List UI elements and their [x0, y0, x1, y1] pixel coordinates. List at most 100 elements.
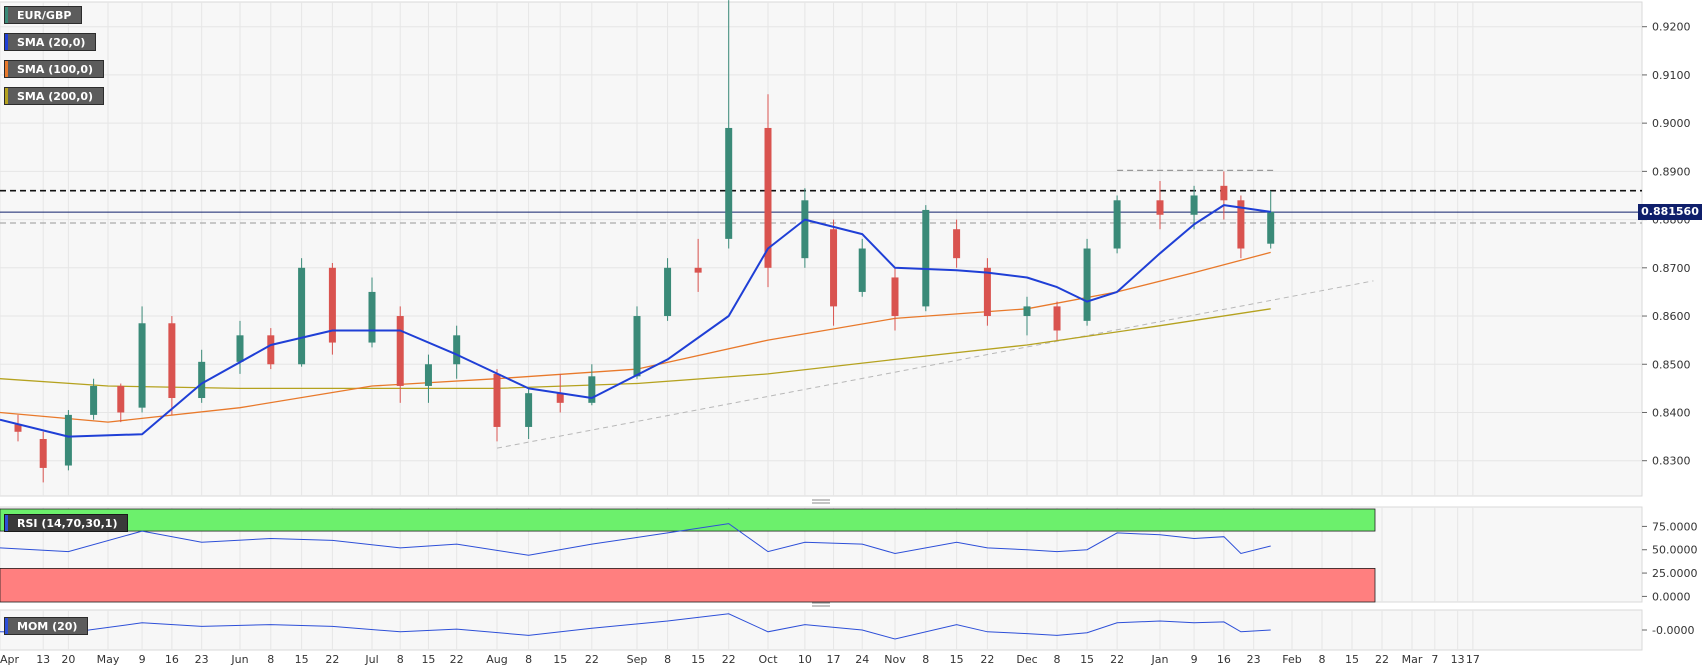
sma-100-line: [0, 251, 1271, 423]
rsi-tick-label: 25.0000: [1652, 567, 1698, 580]
x-tick-label: 15: [421, 653, 435, 666]
legend-rsi-text: RSI (14,70,30,1): [17, 517, 118, 530]
legend-sma200-text: SMA (200,0): [17, 90, 94, 103]
candle-body: [725, 127, 733, 239]
x-tick-label: 16: [1217, 653, 1231, 666]
x-tick-label: 22: [325, 653, 339, 666]
candle-body: [39, 439, 47, 468]
x-tick-label: 9: [1191, 653, 1198, 666]
x-tick-label: 15: [553, 653, 567, 666]
legend-symbol[interactable]: EUR/GBP: [4, 6, 83, 24]
candle-body: [138, 323, 146, 408]
candle-body: [298, 267, 306, 365]
x-tick-label: 23: [195, 653, 209, 666]
candle-body: [556, 393, 564, 403]
price-tick-label: 0.9100: [1652, 69, 1691, 82]
candle-body: [1190, 195, 1198, 215]
x-tick-label: 22: [1110, 653, 1124, 666]
x-tick-label: 22: [980, 653, 994, 666]
rsi-tick-label: 50.0000: [1652, 544, 1698, 557]
legend-sma200[interactable]: SMA (200,0): [4, 87, 105, 105]
ascending-trendline: [496, 280, 1374, 449]
x-tick-label: Oct: [758, 653, 778, 666]
x-tick-label: Jul: [364, 653, 378, 666]
legend-sma20[interactable]: SMA (20,0): [4, 33, 97, 51]
price-tick-label: 0.8600: [1652, 310, 1691, 323]
mom-panel-bg: [0, 609, 1643, 651]
price-tick-label: 0.8400: [1652, 406, 1691, 419]
x-tick-label: Sep: [627, 653, 648, 666]
legend-rsi[interactable]: RSI (14,70,30,1): [4, 514, 129, 532]
x-tick-label: 8: [1054, 653, 1061, 666]
candle-body: [983, 267, 991, 317]
date-axis: Apr 13 20 May 9 16 23 Jun 8 15 22 Jul 8 15 22 Aug 8 15 22 S…: [0, 653, 1480, 666]
x-tick-label: 8: [1319, 653, 1326, 666]
candle-body: [858, 248, 866, 292]
candle-body: [64, 414, 72, 466]
legend-sma100[interactable]: SMA (100,0): [4, 60, 105, 78]
panel-resize-handle-1[interactable]: [812, 499, 830, 504]
candle-body: [891, 277, 899, 317]
rsi-tick-label: 75.0000: [1652, 520, 1698, 533]
x-tick-label: 24: [855, 653, 869, 666]
price-tick-label: 0.8900: [1652, 165, 1691, 178]
x-tick-label: 20: [61, 653, 75, 666]
candle-body: [764, 127, 772, 268]
rsi-line: [0, 523, 1271, 556]
x-tick-label: Aug: [486, 653, 507, 666]
x-tick-label: Apr: [0, 653, 20, 666]
candle-body: [953, 229, 961, 259]
candle-body: [1267, 211, 1275, 244]
price-axis: 0.92000.91000.90000.89000.88000.87000.86…: [1642, 21, 1691, 468]
legend-sma20-text: SMA (20,0): [17, 36, 86, 49]
candle-body: [588, 376, 596, 403]
x-tick-label: 7: [1431, 653, 1438, 666]
rsi-overbought-zone: [0, 508, 1376, 532]
x-tick-label: 8: [397, 653, 404, 666]
trendline-group: [496, 280, 1374, 449]
x-tick-label: 16: [165, 653, 179, 666]
price-tick-label: 0.8700: [1652, 262, 1691, 275]
sma-20-group: [0, 204, 1271, 438]
x-tick-label: 15: [1080, 653, 1094, 666]
candle-body: [90, 385, 98, 415]
candle-body: [267, 335, 275, 365]
price-tick-label: 0.9200: [1652, 21, 1691, 34]
candle-body: [1156, 200, 1164, 215]
candle-body: [493, 373, 501, 427]
rsi-axis: 75.0000 50.0000 25.0000 0.0000: [1642, 520, 1698, 603]
x-tick-label: 17: [1466, 653, 1480, 666]
sma-20-line: [0, 204, 1271, 438]
x-tick-label: 10: [798, 653, 812, 666]
x-tick-label: 22: [722, 653, 736, 666]
x-tick-label: 8: [922, 653, 929, 666]
x-tick-label: 15: [950, 653, 964, 666]
x-tick-label: 23: [1247, 653, 1261, 666]
legend-sma100-text: SMA (100,0): [17, 63, 94, 76]
candle-body: [633, 316, 641, 377]
candle-body: [453, 335, 461, 365]
x-tick-label: Nov: [884, 653, 906, 666]
candle-body: [198, 361, 206, 399]
legend-mom[interactable]: MOM (20): [4, 617, 89, 635]
candle-body: [1113, 200, 1121, 249]
candle-body: [117, 385, 125, 413]
x-tick-label: Feb: [1282, 653, 1301, 666]
candle-body: [396, 316, 404, 386]
mom-axis: -0.0000: [1642, 624, 1694, 637]
rsi-oversold-zone: [0, 568, 1376, 603]
x-tick-label: 13: [1451, 653, 1465, 666]
candle-body: [1220, 185, 1228, 201]
legend-mom-text: MOM (20): [17, 620, 78, 633]
panel-resize-handle-2[interactable]: [812, 602, 830, 607]
price-tick-label: 0.8300: [1652, 455, 1691, 468]
legend-symbol-text: EUR/GBP: [17, 9, 72, 22]
current-price-tag: 0.881560: [1638, 204, 1702, 221]
main-gridlines: [0, 2, 1642, 496]
candlesticks: [14, 0, 1275, 483]
x-tick-label: Dec: [1016, 653, 1037, 666]
x-tick-label: 8: [664, 653, 671, 666]
x-tick-label: 8: [525, 653, 532, 666]
rsi-line-group: [0, 523, 1271, 556]
